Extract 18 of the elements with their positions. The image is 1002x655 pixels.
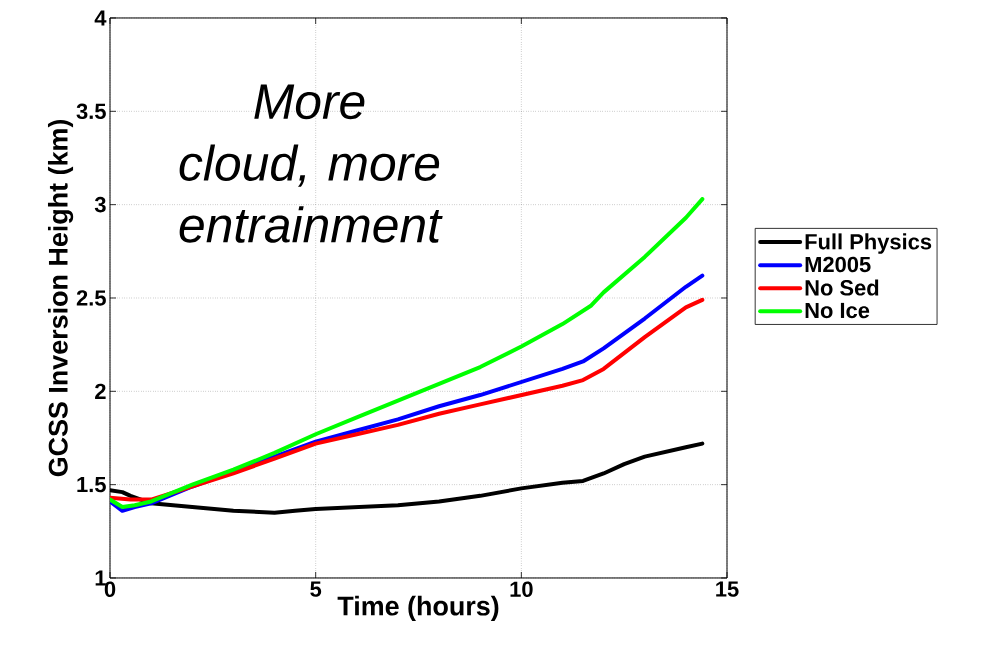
legend-label: No Ice <box>805 302 870 319</box>
y-tick-label: 1 <box>95 570 106 586</box>
y-tick-label: 2 <box>95 383 106 399</box>
legend-label: Full Physics <box>805 233 932 254</box>
y-tick-label: 3.5 <box>76 103 106 120</box>
x-tick-label: 15 <box>716 581 739 597</box>
legend-label: M2005 <box>805 256 871 273</box>
x-tick-label: 10 <box>510 581 533 598</box>
x-axis-title: Time (hours) <box>337 595 499 621</box>
y-tick-label: 1.5 <box>77 477 106 493</box>
legend-label: No Sed <box>805 279 879 296</box>
y-tick-label: 2.5 <box>76 290 106 306</box>
y-axis-title: GCSS Inversion Height (km) <box>47 119 74 477</box>
y-tick-label: 3 <box>94 196 106 213</box>
annotation: More cloud, more entrainment <box>179 84 443 243</box>
y-tick-label: 4 <box>94 10 107 26</box>
x-tick-label: 5 <box>310 581 322 597</box>
x-tick-label: 0 <box>104 581 116 598</box>
